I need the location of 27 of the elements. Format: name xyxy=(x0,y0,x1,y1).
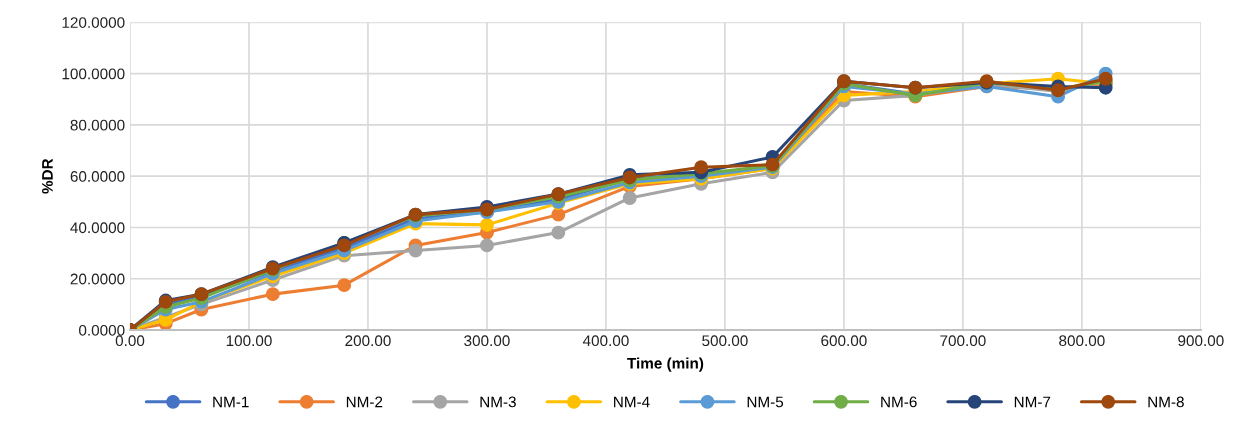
x-tick-label: 200.00 xyxy=(345,335,391,347)
y-tick-label: 20.0000 xyxy=(70,273,125,285)
y-tick-label: 0.0000 xyxy=(79,324,125,336)
legend-label: NM-3 xyxy=(480,396,516,408)
x-axis-title: Time (min) xyxy=(627,357,704,372)
legend-label: NM-5 xyxy=(747,396,784,408)
y-tick-label: 100.0000 xyxy=(62,68,125,80)
y-tick-label: 80.0000 xyxy=(70,119,125,131)
legend-label: NM-2 xyxy=(346,396,383,408)
legend-label: NM-4 xyxy=(614,396,650,408)
x-tick-label: 700.00 xyxy=(940,335,986,347)
y-tick-label: 40.0000 xyxy=(70,222,125,234)
x-tick-label: 100.00 xyxy=(226,335,272,347)
legend-label: NM-7 xyxy=(1014,396,1051,408)
y-axis-title: %DR xyxy=(42,158,53,194)
x-tick-label: 900.00 xyxy=(1178,335,1224,347)
legend-label: NM-6 xyxy=(881,396,917,408)
x-tick-label: 600.00 xyxy=(821,335,867,347)
x-tick-label: 400.00 xyxy=(582,335,629,347)
x-tick-label: 0.00 xyxy=(115,335,145,347)
legend-label: NM-8 xyxy=(1148,396,1184,408)
y-tick-label: 120.0000 xyxy=(62,17,125,28)
x-tick-label: 500.00 xyxy=(702,335,748,347)
x-tick-label: 300.00 xyxy=(464,335,510,347)
x-tick-label: 800.00 xyxy=(1059,335,1105,347)
y-tick-label: 60.0000 xyxy=(70,171,125,182)
legend-label: NM-1 xyxy=(213,396,249,408)
